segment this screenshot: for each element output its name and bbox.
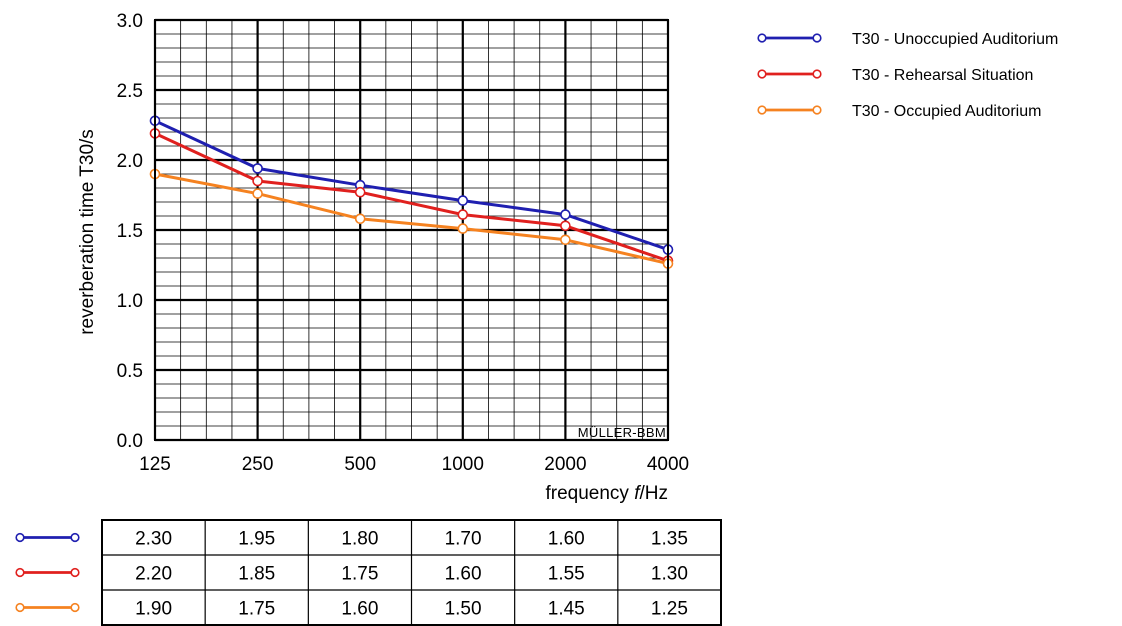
x-axis-label-unit: /Hz bbox=[640, 483, 669, 504]
table-row-key-swatch-marker bbox=[15, 567, 25, 578]
table-cell: 1.30 bbox=[651, 564, 688, 585]
series-3-point bbox=[252, 188, 263, 199]
legend-label: T30 - Unoccupied Auditorium bbox=[852, 31, 1058, 48]
y-tick-label: 0.0 bbox=[117, 431, 143, 452]
x-tick-label: 4000 bbox=[647, 454, 689, 475]
table-cell: 1.55 bbox=[548, 564, 585, 585]
legend-swatch-marker bbox=[757, 33, 767, 43]
y-tick-label: 3.0 bbox=[117, 11, 143, 32]
table-cell: 1.95 bbox=[238, 529, 275, 550]
x-tick-label: 500 bbox=[344, 454, 376, 475]
series-3-point bbox=[560, 234, 571, 246]
table-cell: 1.45 bbox=[548, 599, 585, 620]
y-axis-label: reverberation time T30/s bbox=[77, 129, 98, 335]
y-tick-label: 1.5 bbox=[117, 221, 143, 242]
series-1-point bbox=[457, 195, 469, 206]
table-cell: 1.75 bbox=[341, 564, 378, 585]
series-2-point bbox=[252, 175, 263, 187]
table-cell: 2.20 bbox=[135, 564, 172, 585]
table-cell: 1.50 bbox=[445, 599, 482, 620]
y-tick-label: 2.5 bbox=[117, 81, 143, 102]
y-tick-label: 0.5 bbox=[117, 361, 143, 382]
table-row-key-swatch-marker bbox=[70, 602, 80, 613]
table-cell: 1.70 bbox=[445, 529, 482, 550]
data-table: 2.30 1.95 1.80 1.70 1.60 1.35 2.20 1.85 1.75 1.60… bbox=[15, 519, 722, 626]
legend-swatch-marker bbox=[757, 105, 767, 115]
x-axis-label: frequency f/Hz bbox=[545, 483, 668, 504]
series-2-point bbox=[354, 186, 366, 198]
x-axis-label-prefix: frequency bbox=[545, 483, 634, 504]
x-tick-label: 125 bbox=[139, 454, 171, 475]
table-row-key-swatch-marker bbox=[70, 567, 80, 578]
table-cell: 1.60 bbox=[548, 529, 585, 550]
legend-label: T30 - Occupied Auditorium bbox=[852, 103, 1041, 120]
series-2-point bbox=[457, 209, 469, 220]
series-line-1 bbox=[154, 119, 669, 252]
series-3-point bbox=[354, 213, 366, 225]
x-tick-label: 1000 bbox=[442, 454, 484, 475]
y-tick-labels: 0.0 0.5 1.0 1.5 2.0 2.5 3.0 bbox=[117, 11, 143, 452]
y-tick-label: 2.0 bbox=[117, 151, 143, 172]
table-cell: 1.60 bbox=[341, 599, 378, 620]
plot-frame bbox=[154, 19, 669, 441]
legend-label: T30 - Rehearsal Situation bbox=[852, 67, 1033, 84]
table-cell: 1.35 bbox=[651, 529, 688, 550]
series-1-point bbox=[252, 163, 263, 174]
table-cell: 1.80 bbox=[341, 529, 378, 550]
x-axis-label-variable: f bbox=[634, 483, 641, 504]
series-1-point bbox=[560, 209, 571, 220]
legend-swatch-marker bbox=[757, 69, 767, 79]
table-cell: 1.25 bbox=[651, 599, 688, 620]
x-tick-label: 2000 bbox=[544, 454, 586, 475]
table-cell: 2.30 bbox=[135, 529, 172, 550]
x-tick-labels: 125 250 500 1000 2000 4000 bbox=[139, 454, 689, 475]
legend-swatch-marker bbox=[812, 69, 822, 79]
table-cell: 1.90 bbox=[135, 599, 172, 620]
legend: T30 - Unoccupied Auditorium T30 - Rehears… bbox=[757, 31, 1058, 120]
legend-swatch-marker bbox=[812, 105, 822, 115]
table-row-key-swatch-marker bbox=[15, 602, 25, 613]
table-cell: 1.85 bbox=[238, 564, 275, 585]
series-3-point bbox=[457, 223, 469, 234]
table-cell: 1.75 bbox=[238, 599, 275, 620]
x-tick-label: 250 bbox=[242, 454, 274, 475]
series-line-2 bbox=[154, 132, 669, 263]
table-row-key-swatch-marker bbox=[70, 532, 80, 543]
y-tick-label: 1.0 bbox=[117, 291, 143, 312]
table-row-key-swatch-marker bbox=[15, 532, 25, 543]
series-line-3 bbox=[154, 172, 669, 266]
table-cell: 1.60 bbox=[445, 564, 482, 585]
legend-swatch-marker bbox=[812, 33, 822, 43]
series-2-point bbox=[560, 220, 571, 232]
muller-bbm-watermark: MÜLLER-BBM bbox=[578, 425, 666, 440]
